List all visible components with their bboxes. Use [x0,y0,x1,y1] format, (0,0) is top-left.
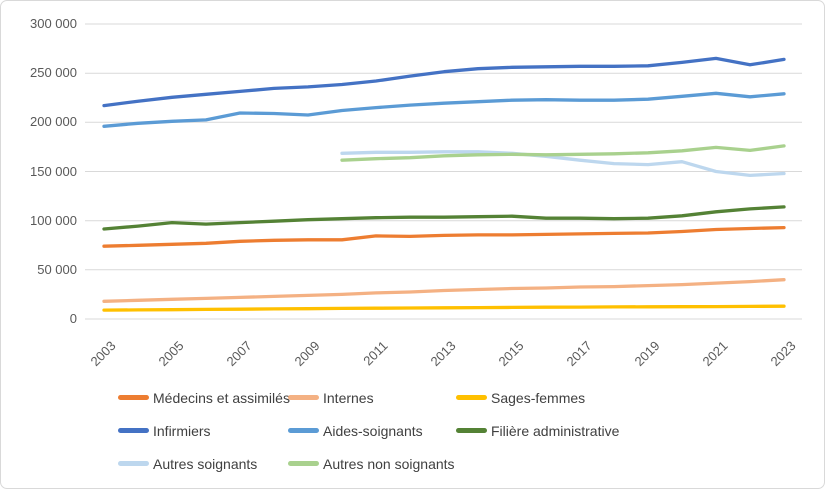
legend-swatch [118,461,149,466]
legend-swatch [456,428,487,433]
y-axis-label: 200 000 [30,114,77,129]
y-axis-label: 100 000 [30,213,77,228]
legend-label: Infirmiers [153,422,211,439]
legend-item-m-decins-et-assimil-s: Médecins et assimilés [118,389,290,406]
legend-item-sages-femmes: Sages-femmes [456,390,619,406]
legend-swatch [288,461,319,466]
y-axis-label: 300 000 [30,16,77,31]
series-line-m-decins-et-assimil-s [102,225,786,248]
series-line-fili-re-administrative [102,205,786,231]
legend-label: Autres non soignants [323,455,455,472]
legend-swatch [456,395,487,400]
series-line-autres-non-soignants [340,144,786,162]
legend-label: Internes [323,389,374,406]
legend-label: Filière administrative [491,422,620,439]
legend-item-autres-non-soignants: Autres non soignants [288,456,456,472]
legend-label: Sages-femmes [491,389,586,406]
y-axis-label: 50 000 [37,262,77,277]
legend-item-aides-soignants: Aides-soignants [288,423,456,439]
legend-label: Aides-soignants [323,422,423,439]
legend-label: Médecins et assimilés [153,389,290,406]
legend-swatch [118,428,149,433]
series-line-autres-soignants [340,150,786,178]
series-line-infirmiers [102,56,786,108]
series-line-sages-femmes [102,304,786,312]
legend-item-autres-soignants: Autres soignants [118,456,288,472]
series-line-internes [102,278,786,303]
legend-swatch [118,395,149,400]
legend-item-fili-re-administrative: Filière administrative [456,423,619,439]
legend-item-infirmiers: Infirmiers [118,423,288,439]
y-axis-label: 0 [69,311,77,326]
legend-swatch [288,428,319,433]
y-axis-label: 150 000 [30,164,77,179]
y-axis-label: 250 000 [30,65,77,80]
series-line-aides-soignants [102,91,786,128]
chart-legend: Médecins et assimilés Internes Sages-femme… [118,381,619,480]
legend-item-internes: Internes [288,390,456,406]
legend-swatch [288,395,319,400]
legend-label: Autres soignants [153,455,258,472]
